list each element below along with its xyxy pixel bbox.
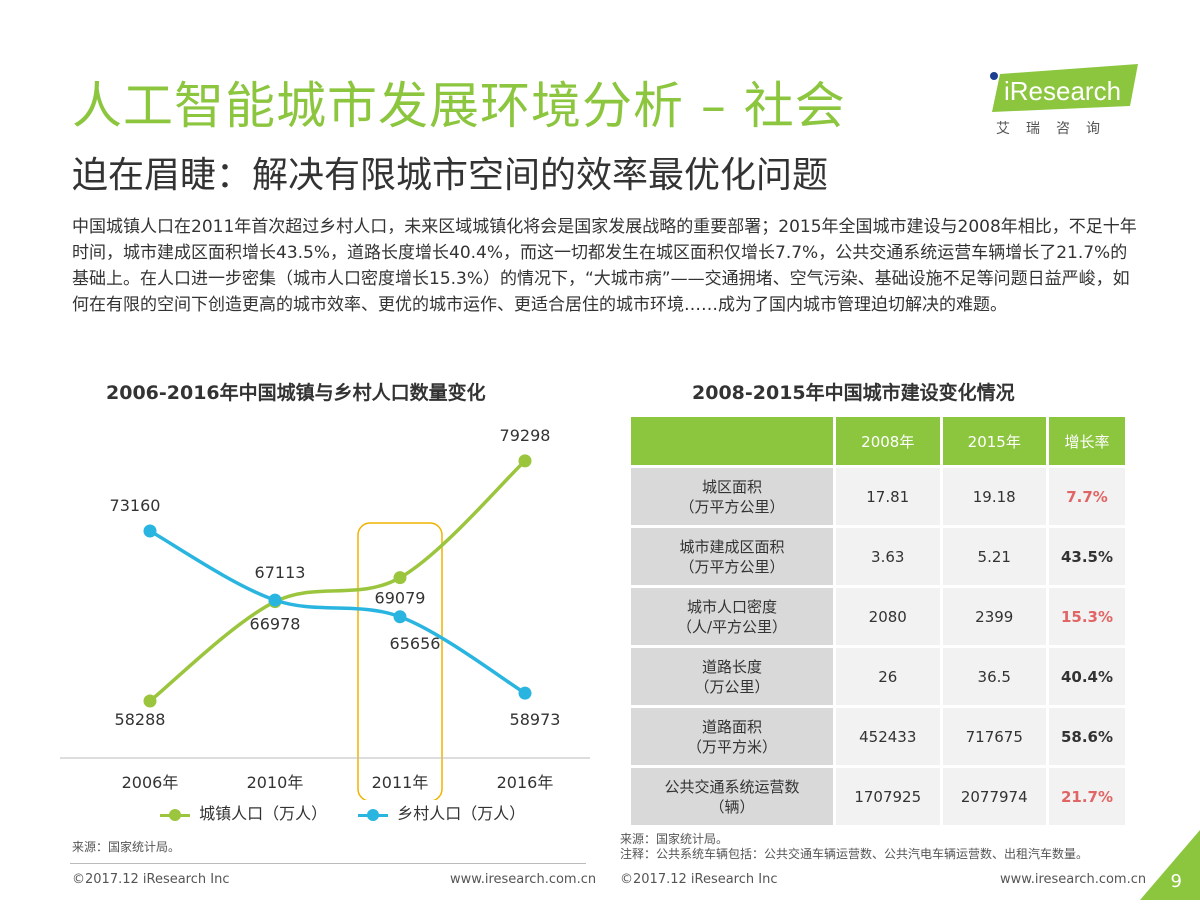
data-label-rural: 65656 [390,634,441,653]
row-label-line: （人/平方公里） [676,617,788,636]
page-subtitle: 迫在眉睫：解决有限城市空间的效率最优化问题 [72,155,829,196]
table-row: 道路长度 （万公里） 26 36.5 40.4% [631,648,1125,705]
cell-2008: 1707925 [836,768,940,825]
data-point-rural [518,686,532,700]
url-left[interactable]: www.iresearch.com.cn [450,872,597,887]
rural-legend-icon [358,808,389,821]
cell-2008: 26 [836,648,940,705]
copyright-right: ©2017.12 iResearch Inc [620,872,778,887]
logo-text: iResearch [1004,76,1121,106]
data-point-rural [393,610,407,624]
row-label-line: 道路长度 [701,657,762,676]
cell-2008: 452433 [836,708,940,765]
data-label-urban: 69079 [375,589,426,608]
line-chart-legend: 城镇人口（万人） 乡村人口（万人） [160,800,551,824]
data-label-rural: 73160 [110,496,161,515]
cell-2015: 2399 [942,588,1046,645]
highlight-box-2011 [357,522,443,800]
cell-growth-rate: 43.5% [1049,528,1125,585]
x-tick-label: 2011年 [372,773,429,792]
cell-2015: 5.21 [942,528,1046,585]
row-label-line: 道路面积 [701,717,762,736]
table-row-label: 城市建成区面积 （万平方公里） [631,528,833,585]
table-header-2015: 2015年 [942,417,1046,465]
cell-2015: 36.5 [942,648,1046,705]
legend-label-urban: 城镇人口（万人） [199,804,328,823]
legend-item-urban: 城镇人口（万人） [160,800,327,824]
footer-divider-left [70,863,586,864]
cell-2015: 717675 [942,708,1046,765]
copyright-left: ©2017.12 iResearch Inc [72,872,230,887]
page-corner [1140,830,1200,900]
table-title: 2008-2015年中国城市建设变化情况 [692,382,1015,404]
table-row: 城市建成区面积 （万平方公里） 3.63 5.21 43.5% [631,528,1125,585]
cell-growth-rate: 40.4% [1049,648,1125,705]
data-label-urban: 79298 [500,426,551,445]
cell-2008: 2080 [836,588,940,645]
table-row-label: 道路面积 （万平方米） [631,708,833,765]
table-row: 道路面积 （万平方米） 452433 717675 58.6% [631,708,1125,765]
data-point-rural [268,593,282,607]
table-row-label: 城区面积 （万平方公里） [631,468,833,525]
table-row: 城市人口密度 （人/平方公里） 2080 2399 15.3% [631,588,1125,645]
table-row: 城区面积 （万平方公里） 17.81 19.18 7.7% [631,468,1125,525]
data-label-urban: 58288 [115,710,166,729]
row-label-line: （万平方公里） [679,497,785,516]
intro-paragraph: 中国城镇人口在2011年首次超过乡村人口，未来区域城镇化将会是国家发展战略的重要… [72,217,1137,315]
source-right: 来源：国家统计局。 [620,832,729,846]
data-label-rural: 67113 [255,563,306,582]
cell-2015: 19.18 [942,468,1046,525]
row-label-line: 城市建成区面积 [679,537,785,556]
cell-2008: 17.81 [836,468,940,525]
row-label-line: 城市人口密度 [686,597,777,616]
page-title: 人工智能城市发展环境分析 – 社会 [72,77,846,135]
logo-chinese: 艾瑞咨询 [996,121,1116,137]
source-left: 来源：国家统计局。 [72,840,181,854]
cell-growth-rate: 21.7% [1049,768,1125,825]
row-label-line: （万平方公里） [679,557,785,576]
row-label-line: 公共交通系统运营数 [664,777,800,796]
table-header-row: 2008年 2015年 增长率 [631,417,1125,465]
data-point-urban [143,694,157,708]
table-header-2008: 2008年 [836,417,940,465]
x-tick-label: 2016年 [497,773,554,792]
table-row-label: 公共交通系统运营数 （辆） [631,768,833,825]
cell-2015: 2077974 [942,768,1046,825]
source-right-block: 来源：国家统计局。 注释：公共系统车辆包括：公共交通车辆运营数、公共汽电车辆运营… [620,832,1088,862]
table-header-rate: 增长率 [1049,417,1125,465]
table-row-label: 城市人口密度 （人/平方公里） [631,588,833,645]
series-line-rural [149,529,526,695]
table-header-blank [631,417,833,465]
data-point-urban [393,571,407,585]
page-number: 9 [1170,871,1182,892]
city-construction-table: 2008年 2015年 增长率 城区面积 （万平方公里） 17.81 19.18 7.7… [628,414,1128,828]
legend-label-rural: 乡村人口（万人） [397,804,526,823]
row-label-line: 城区面积 [701,477,762,496]
row-label-line: （万平方米） [686,737,777,756]
line-chart-title: 2006-2016年中国城镇与乡村人口数量变化 [106,382,486,404]
cell-2008: 3.63 [836,528,940,585]
data-point-urban [518,454,532,468]
note-right: 注释：公共系统车辆包括：公共交通车辆运营数、公共汽电车辆运营数、出租汽车数量。 [620,847,1089,861]
row-label-line: （万公里） [694,677,770,696]
urban-legend-icon [160,808,190,821]
data-label-rural: 58973 [510,710,561,729]
cell-growth-rate: 15.3% [1049,588,1125,645]
cell-growth-rate: 7.7% [1049,468,1125,525]
x-tick-label: 2010年 [247,773,304,792]
legend-item-rural: 乡村人口（万人） [358,800,525,824]
data-label-urban: 66978 [250,615,301,634]
series-line-urban [148,459,527,703]
x-tick-label: 2006年 [122,773,179,792]
table-row: 公共交通系统运营数 （辆） 1707925 2077974 21.7% [631,768,1125,825]
url-right[interactable]: www.iresearch.com.cn [1000,872,1147,887]
iresearch-logo: iResearch [980,64,1140,136]
row-label-line: （辆） [709,797,755,816]
table-row-label: 道路长度 （万公里） [631,648,833,705]
population-line-chart: 2006年 2010年 2011年 2016年 58288 66978 69079 79298… [60,426,590,800]
data-point-rural [143,524,157,538]
cell-growth-rate: 58.6% [1049,708,1125,765]
